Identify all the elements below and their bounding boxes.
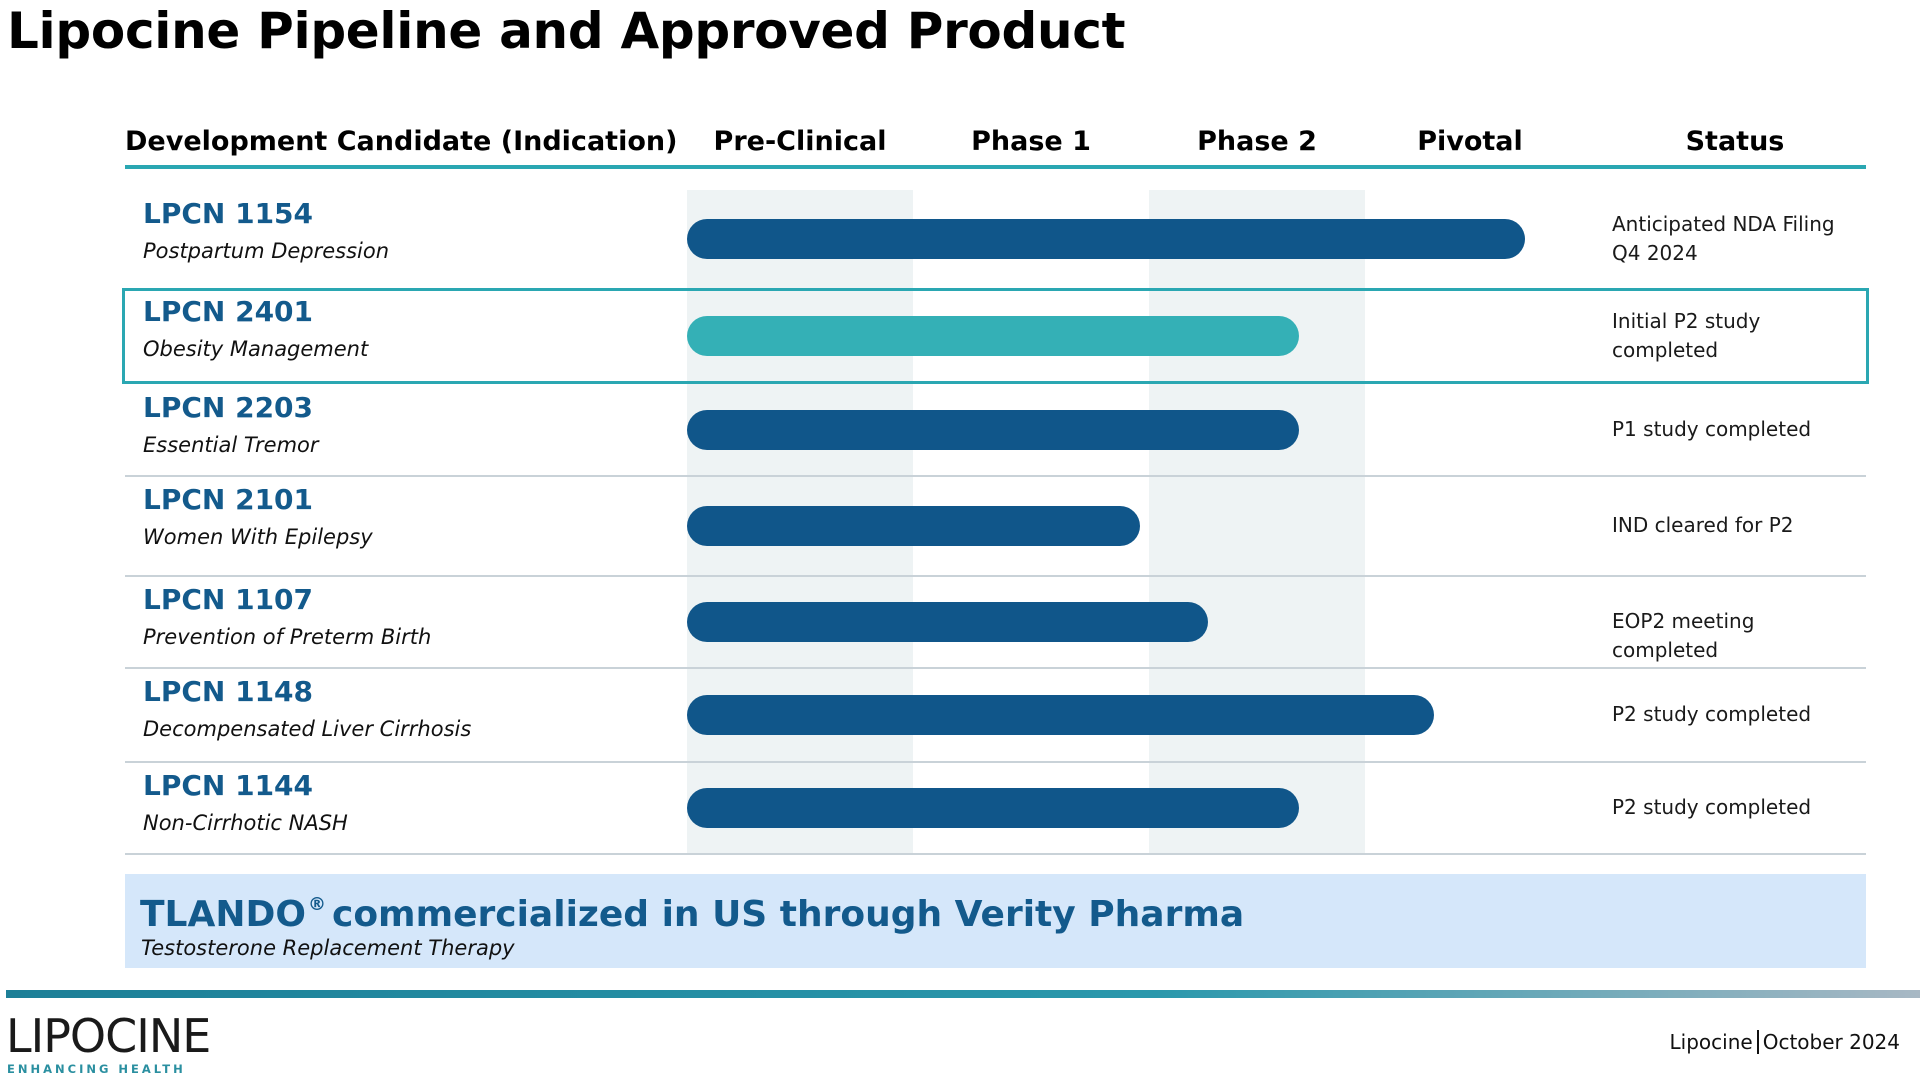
footer-company: Lipocine <box>1669 1030 1753 1054</box>
column-header-pivotal: Pivotal <box>1417 126 1523 157</box>
approved-product-banner: TLANDO ® commercialized in US through Veri… <box>125 874 1866 968</box>
column-header-status: Status <box>1685 126 1785 157</box>
candidate-name: LPCN 1144 <box>143 769 314 802</box>
candidate-indication: Non-Cirrhotic NASH <box>143 811 348 835</box>
product-name: TLANDO <box>140 894 306 935</box>
progress-bar <box>687 316 1299 356</box>
logo-tagline: ENHANCING HEALTH <box>7 1062 186 1076</box>
column-header-phase-1: Phase 1 <box>971 126 1091 157</box>
status-text: EOP2 meeting completed <box>1612 609 1755 662</box>
candidate-indication: Obesity Management <box>143 337 369 361</box>
column-header-phase-2: Phase 2 <box>1197 126 1317 157</box>
candidate-name: LPCN 1154 <box>143 197 314 230</box>
candidate-name: LPCN 1148 <box>143 675 314 708</box>
progress-bar <box>687 695 1434 735</box>
candidate-indication: Decompensated Liver Cirrhosis <box>143 717 472 741</box>
row-divider <box>125 575 1866 577</box>
candidate-indication: Women With Epilepsy <box>143 525 373 549</box>
progress-bar <box>687 788 1299 828</box>
candidate-name: LPCN 2203 <box>143 391 314 424</box>
logo-wordmark: LIPOCINE <box>6 1009 211 1063</box>
row-divider <box>125 853 1866 855</box>
status-text: IND cleared for P2 <box>1612 513 1794 537</box>
banner-subtitle: Testosterone Replacement Therapy <box>141 936 515 960</box>
highlight-frame <box>122 288 1869 384</box>
pipeline-table: Development Candidate (Indication) Pre-C… <box>122 112 1869 972</box>
progress-bar <box>687 219 1525 259</box>
status-text: P1 study completed <box>1612 417 1812 441</box>
status-text: P2 study completed <box>1612 702 1812 726</box>
row-divider <box>125 475 1866 477</box>
status-text: Initial P2 study completed <box>1612 309 1761 362</box>
row-divider <box>125 761 1866 763</box>
page-title: Lipocine Pipeline and Approved Product <box>7 2 1126 60</box>
footer-date: October 2024 <box>1762 1030 1900 1054</box>
registered-mark: ® <box>307 894 326 915</box>
candidate-indication: Postpartum Depression <box>143 239 390 263</box>
status-text: P2 study completed <box>1612 795 1812 819</box>
progress-bar <box>687 506 1140 546</box>
progress-bar <box>687 410 1299 450</box>
candidate-indication: Essential Tremor <box>143 433 319 457</box>
phase-2-band <box>1149 190 1365 854</box>
banner-headline: TLANDO ® commercialized in US through Veri… <box>140 882 1244 938</box>
candidate-indication: Prevention of Preterm Birth <box>143 625 432 649</box>
column-header-pre-clinical: Pre-Clinical <box>713 126 887 157</box>
header-divider <box>125 165 1866 169</box>
candidate-name: LPCN 1107 <box>143 583 314 616</box>
footer-separator <box>1756 1030 1759 1054</box>
banner-headline-text: commercialized in US through Verity Phar… <box>331 894 1245 935</box>
footer-credit: Lipocine October 2024 <box>1670 1028 1900 1056</box>
row-divider <box>125 667 1866 669</box>
progress-bar <box>687 602 1208 642</box>
column-header-candidate: Development Candidate (Indication) <box>125 126 678 157</box>
candidate-name: LPCN 2101 <box>143 483 314 516</box>
footer-divider <box>6 990 1920 998</box>
candidate-name: LPCN 2401 <box>143 295 314 328</box>
company-logo: LIPOCINE ENHANCING HEALTH <box>6 1010 211 1076</box>
status-text: Anticipated NDA Filing Q4 2024 <box>1612 212 1835 265</box>
